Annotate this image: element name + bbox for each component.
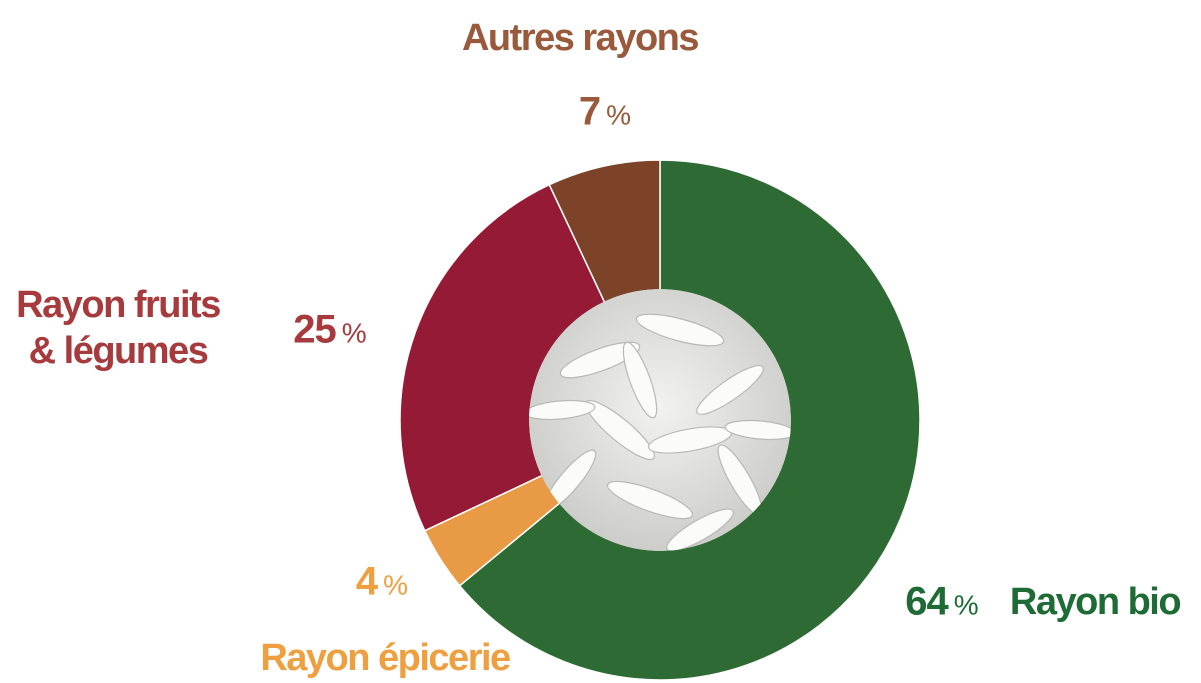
- value-unit: %: [383, 570, 408, 601]
- value-unit: %: [954, 590, 979, 621]
- category-label: Autres rayons: [462, 15, 698, 61]
- value-number: 4: [356, 560, 377, 604]
- page: Rayon bio 64% Rayon épicerie 4% Rayon fruits…: [0, 0, 1201, 683]
- value-label: 64%: [905, 580, 978, 625]
- value-label: 7%: [579, 90, 631, 135]
- value-number: 7: [579, 90, 600, 134]
- value-label: 4%: [356, 560, 408, 605]
- category-label: Rayon fruits & légumes: [3, 282, 233, 374]
- value-number: 64: [905, 580, 948, 624]
- category-label: Rayon épicerie: [260, 635, 509, 681]
- value-number: 25: [293, 308, 336, 352]
- value-unit: %: [342, 318, 367, 349]
- value-unit: %: [606, 100, 631, 131]
- category-label: Rayon bio: [1010, 579, 1180, 625]
- value-label: 25%: [293, 308, 366, 353]
